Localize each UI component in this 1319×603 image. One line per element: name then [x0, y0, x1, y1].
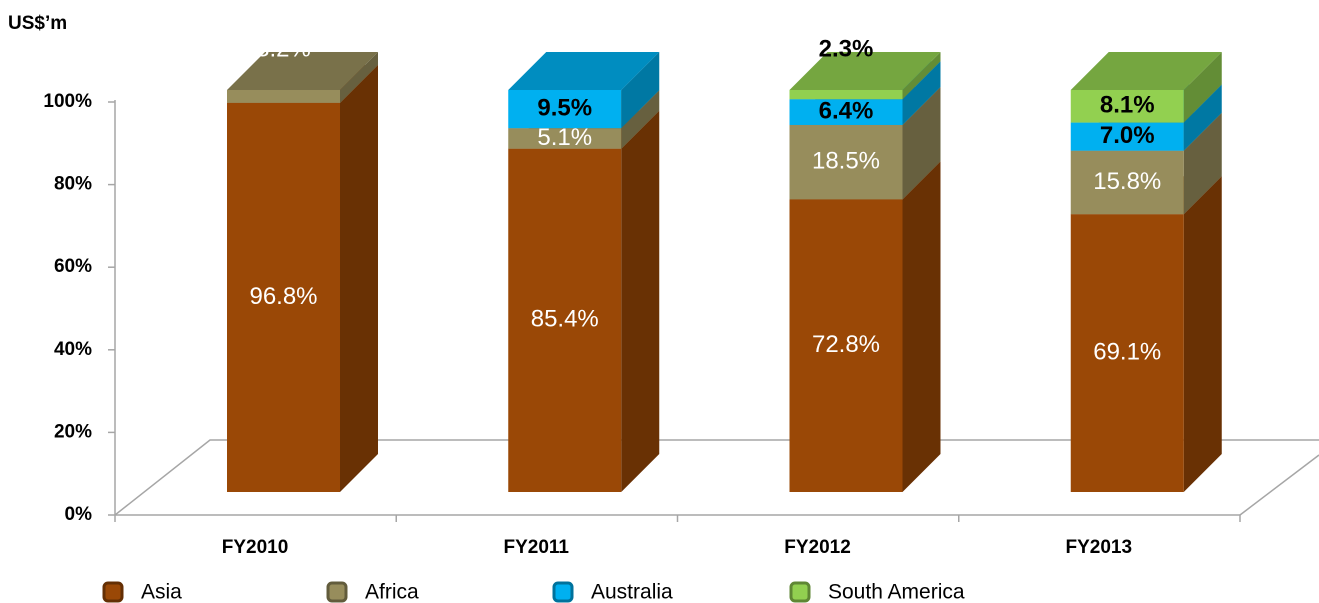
legend-label: Africa: [365, 581, 419, 603]
bar-side: [621, 90, 660, 149]
data-label: 6.4%: [819, 97, 874, 124]
bar-side: [902, 86, 941, 200]
y-tick-label: 80%: [54, 174, 92, 195]
bar-side: [902, 52, 941, 100]
bar: [508, 148, 622, 492]
bar: [227, 90, 340, 103]
legend-label: South America: [828, 581, 965, 603]
y-tick-label: 100%: [43, 91, 92, 112]
bar-side: [340, 52, 378, 103]
y-tick-label: 0%: [65, 504, 93, 525]
bar: [508, 90, 622, 129]
bar-side: [902, 61, 941, 125]
x-tick-label: FY2013: [1065, 537, 1132, 558]
y-tick-label: 40%: [54, 339, 92, 360]
bar-top: [789, 52, 941, 90]
bar: [227, 102, 340, 492]
data-label: 69.1%: [1093, 338, 1161, 365]
bar: [789, 90, 903, 100]
bar: [1070, 90, 1184, 123]
bar: [789, 124, 903, 200]
bar-side: [1183, 84, 1222, 151]
legend-marker: [789, 581, 811, 603]
floor-back: [114, 439, 1319, 516]
data-label: 3.2%: [256, 35, 311, 62]
bar-top: [227, 52, 378, 90]
data-label: 18.5%: [812, 148, 880, 175]
x-tick-label: FY2011: [504, 537, 570, 558]
bar: [508, 128, 622, 149]
y-tick-label: 20%: [54, 421, 92, 442]
data-label: 8.1%: [1100, 92, 1155, 119]
legend-marker: [552, 581, 574, 603]
data-label: 9.5%: [537, 94, 592, 121]
y-axis-label: US$’m: [8, 13, 67, 34]
bar-side: [902, 161, 941, 492]
bar: [789, 199, 903, 492]
bar-top: [1070, 52, 1222, 90]
floor-side: [1239, 454, 1319, 516]
bar-side: [621, 110, 660, 492]
bar: [789, 99, 903, 125]
data-label: 5.1%: [537, 124, 592, 151]
legend-marker: [326, 581, 348, 603]
bar-top: [508, 52, 660, 90]
x-tick-label: FY2010: [222, 537, 289, 558]
bar-side: [621, 52, 660, 129]
legend-label: Australia: [591, 581, 673, 603]
data-label: 85.4%: [531, 306, 599, 333]
bar-side: [1183, 112, 1222, 215]
x-tick-label: FY2012: [784, 537, 851, 558]
bar: [1070, 214, 1184, 492]
data-label: 96.8%: [249, 283, 317, 310]
data-label: 2.3%: [819, 35, 874, 62]
bar: [1070, 150, 1184, 215]
data-label: 7.0%: [1100, 122, 1155, 149]
bar-side: [340, 64, 378, 492]
data-label: 15.8%: [1093, 168, 1161, 195]
legend-marker: [102, 581, 124, 603]
data-label: 72.8%: [812, 331, 880, 358]
legend-label: Asia: [141, 581, 182, 603]
bar-side: [1183, 52, 1222, 123]
bar: [1070, 122, 1184, 151]
bar-side: [1183, 176, 1222, 492]
y-tick-label: 60%: [54, 256, 92, 277]
